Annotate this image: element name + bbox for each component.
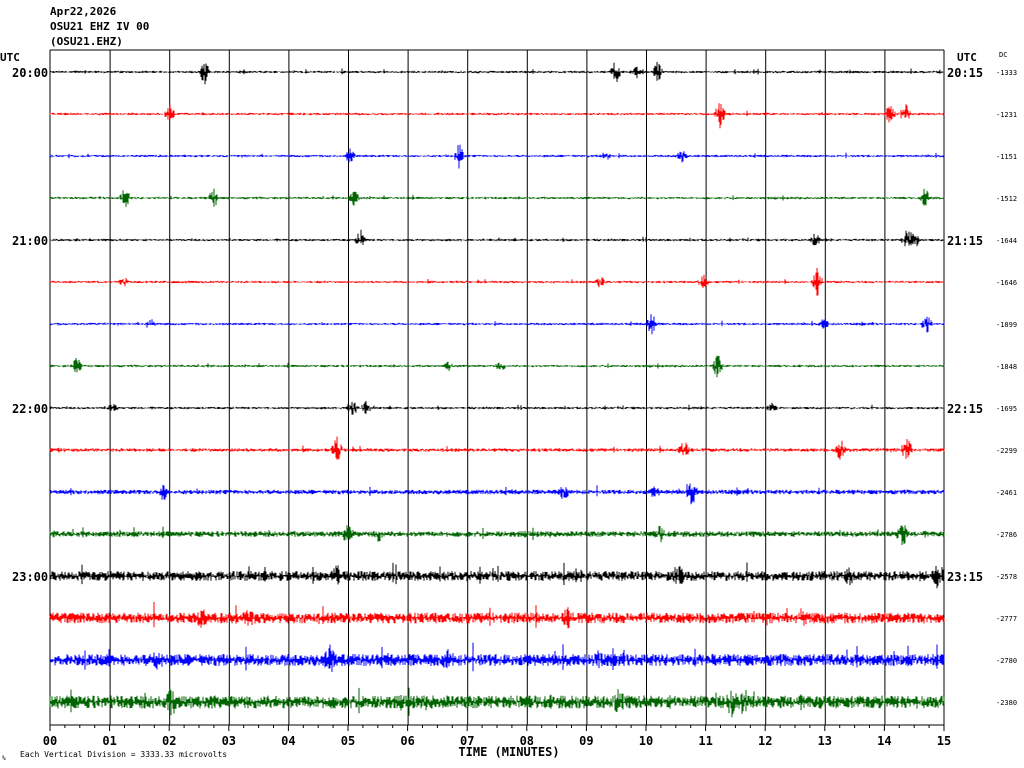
dc-label: DC <box>999 51 1007 59</box>
trace-line <box>49 314 945 335</box>
x-axis-title: TIME (MINUTES) <box>458 745 559 759</box>
trace-dc-value: -1644 <box>996 237 1017 245</box>
trace-dc-value: -1848 <box>996 363 1017 371</box>
trace-right-time-label: 20:15 <box>947 66 983 80</box>
trace-line <box>49 355 945 378</box>
trace-dc-value: -2461 <box>996 489 1017 497</box>
trace-line <box>49 642 945 672</box>
trace-right-time-label: 21:15 <box>947 234 983 248</box>
trace-line <box>49 229 945 247</box>
corner-mark: % <box>2 755 6 762</box>
trace-line <box>49 267 945 296</box>
x-tick-label: 08 <box>520 734 534 748</box>
trace-left-time-label: 23:00 <box>12 570 48 584</box>
x-tick-label: 10 <box>639 734 653 748</box>
trace-dc-value: -1151 <box>996 153 1017 161</box>
x-tick-label: 00 <box>43 734 57 748</box>
trace-line <box>49 400 945 415</box>
trace-dc-value: -2380 <box>996 699 1017 707</box>
trace-dc-value: -2777 <box>996 615 1017 623</box>
trace-line <box>49 562 945 589</box>
trace-line <box>49 483 945 505</box>
footer-note: Each Vertical Division = 3333.33 microvo… <box>20 750 227 759</box>
trace-right-time-label: 23:15 <box>947 570 983 584</box>
trace-left-time-label: 21:00 <box>12 234 48 248</box>
x-tick-label: 04 <box>281 734 295 748</box>
trace-dc-value: -2299 <box>996 447 1017 455</box>
trace-dc-value: -1899 <box>996 321 1017 329</box>
trace-dc-value: -1646 <box>996 279 1017 287</box>
plot-station-code: (OSU21.EHZ) <box>50 35 123 48</box>
trace-dc-value: -2578 <box>996 573 1017 581</box>
trace-line <box>49 188 945 207</box>
trace-line <box>49 687 945 718</box>
trace-left-time-label: 22:00 <box>12 402 48 416</box>
axis-labels: 00 01 02 03 04 05 06 07 08 09 10 11 12 13 14 15 TIME (MI… <box>0 51 1017 762</box>
right-utc-label: UTC <box>957 51 977 64</box>
trace-line <box>49 436 945 460</box>
trace-dc-value: -2786 <box>996 531 1017 539</box>
seismic-traces <box>49 61 945 718</box>
trace-line <box>49 144 945 169</box>
grid-lines <box>49 49 945 731</box>
x-tick-label: 12 <box>758 734 772 748</box>
trace-dc-value: -1333 <box>996 69 1017 77</box>
x-tick-label: 11 <box>698 734 712 748</box>
x-tick-label: 02 <box>162 734 176 748</box>
trace-line <box>49 103 945 129</box>
trace-line <box>49 61 945 85</box>
x-tick-label: 01 <box>102 734 116 748</box>
x-tick-label: 05 <box>341 734 355 748</box>
trace-dc-value: -1512 <box>996 195 1017 203</box>
trace-left-time-label: 20:00 <box>12 66 48 80</box>
x-tick-label: 03 <box>222 734 236 748</box>
plot-station-line: OSU21 EHZ IV 00 <box>50 20 150 33</box>
plot-date: Apr22,2026 <box>50 5 117 18</box>
x-tick-label: 09 <box>579 734 593 748</box>
trace-dc-value: -1231 <box>996 111 1017 119</box>
trace-line <box>49 525 945 545</box>
x-tick-label: 06 <box>400 734 414 748</box>
x-tick-label: 13 <box>818 734 832 748</box>
trace-right-time-label: 22:15 <box>947 402 983 416</box>
x-tick-label: 15 <box>937 734 951 748</box>
trace-line <box>49 602 945 629</box>
left-utc-label: UTC <box>0 51 20 64</box>
x-tick-label: 14 <box>877 734 891 748</box>
x-tick-label: 07 <box>460 734 474 748</box>
trace-dc-value: -1695 <box>996 405 1017 413</box>
trace-dc-value: -2780 <box>996 657 1017 665</box>
